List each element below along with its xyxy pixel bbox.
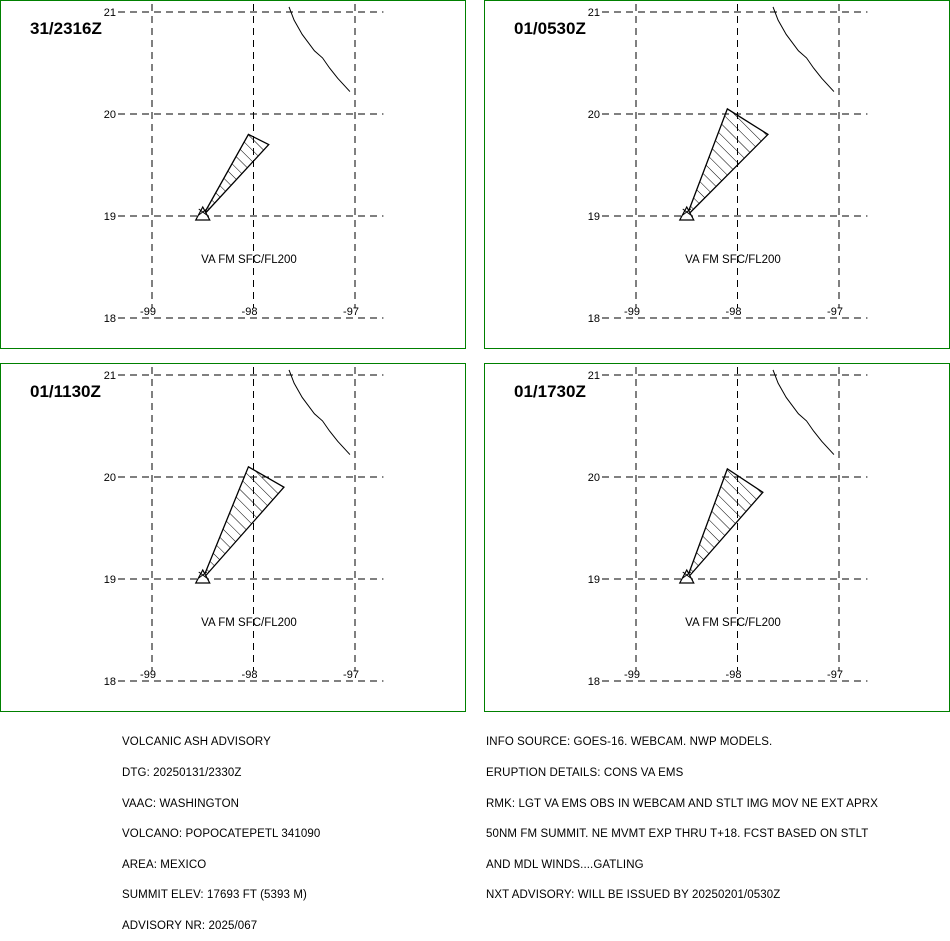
advisory-line: INFO SOURCE: GOES-16. WEBCAM. NWP MODELS… [486, 736, 773, 749]
latitude-tick-label: 19 [588, 211, 600, 223]
advisory-line: AREA: MEXICO [122, 858, 207, 871]
map-panel: 21 20 19 18 -99 -98 -97 01/0530Z VA FM SFC/FL200 [484, 0, 950, 349]
longitude-tick-label: -99 [624, 669, 640, 681]
latitude-tick-label: 19 [104, 574, 116, 586]
latitude-tick-label: 19 [588, 574, 600, 586]
longitude-tick-label: -98 [242, 669, 258, 681]
advisory-info-left: VOLCANIC ASH ADVISORY DTG: 20250131/2330… [122, 717, 320, 941]
coastline [772, 369, 835, 455]
latitude-tick-label: 18 [588, 676, 600, 688]
longitude-tick-label: -99 [140, 306, 156, 318]
advisory-line: 50NM FM SUMMIT. NE MVMT EXP THRU T+18. F… [486, 828, 869, 841]
map-panel: 21 20 19 18 -99 -98 -97 01/1130Z VA FM SFC/FL200 [0, 363, 466, 712]
longitude-tick-label: -97 [827, 306, 843, 318]
forecast-time-label: 01/1130Z [30, 382, 101, 401]
ash-level-label: VA FM SFC/FL200 [685, 254, 781, 266]
volcano-mark [198, 571, 208, 579]
ash-cloud-polygon [202, 133, 270, 217]
map-panel: 21 20 19 18 -99 -98 -97 31/2316Z VA FM SFC/FL200 [0, 0, 466, 349]
forecast-time-label: 01/0530Z [514, 19, 586, 38]
ash-level-label: VA FM SFC/FL200 [201, 254, 297, 266]
volcano-mark [682, 571, 692, 579]
volcano-mark [198, 208, 208, 216]
longitude-tick-label: -99 [140, 669, 156, 681]
latitude-tick-label: 18 [104, 313, 116, 325]
ash-cloud-polygon [686, 467, 764, 580]
longitude-tick-label: -99 [624, 306, 640, 318]
volcano-triangle-icon [678, 205, 695, 221]
latitude-tick-label: 18 [104, 676, 116, 688]
advisory-info-right: INFO SOURCE: GOES-16. WEBCAM. NWP MODELS… [486, 717, 878, 911]
advisory-line: ERUPTION DETAILS: CONS VA EMS [486, 767, 684, 779]
latitude-tick-label: 18 [588, 313, 600, 325]
latitude-tick-label: 21 [588, 370, 600, 382]
advisory-line: AND MDL WINDS....GATLING [486, 858, 644, 871]
forecast-time-label: 01/1730Z [514, 382, 586, 401]
advisory-line: VOLCANO: POPOCATEPETL 341090 [122, 828, 321, 841]
advisory-line: VOLCANIC ASH ADVISORY [122, 736, 271, 749]
latitude-tick-label: 20 [104, 109, 116, 121]
longitude-tick-label: -97 [343, 669, 359, 681]
volcano-triangle-icon [678, 568, 695, 584]
ash-cloud-polygon [686, 107, 769, 217]
longitude-tick-label: -98 [726, 306, 742, 318]
coastline [772, 6, 835, 92]
forecast-time-label: 31/2316Z [30, 19, 102, 38]
volcano-triangle-icon [194, 205, 211, 221]
longitude-tick-label: -97 [827, 669, 843, 681]
advisory-line: ADVISORY NR: 2025/067 [122, 919, 258, 932]
advisory-line: VAAC: WASHINGTON [122, 797, 240, 810]
longitude-tick-label: -97 [343, 306, 359, 318]
advisory-line: NXT ADVISORY: WILL BE ISSUED BY 20250201… [486, 889, 781, 902]
latitude-tick-label: 21 [104, 7, 116, 19]
advisory-line: SUMMIT ELEV: 17693 FT (5393 M) [122, 889, 307, 902]
ash-level-label: VA FM SFC/FL200 [685, 617, 781, 629]
ash-level-label: VA FM SFC/FL200 [201, 617, 297, 629]
coastline [288, 369, 351, 455]
map-panel: 21 20 19 18 -99 -98 -97 01/1730Z VA FM SFC/FL200 [484, 363, 950, 712]
latitude-tick-label: 19 [104, 211, 116, 223]
latitude-tick-label: 20 [104, 472, 116, 484]
latitude-tick-label: 20 [588, 109, 600, 121]
latitude-tick-label: 20 [588, 472, 600, 484]
volcano-mark [682, 208, 692, 216]
advisory-line: RMK: LGT VA EMS OBS IN WEBCAM AND STLT I… [486, 797, 878, 810]
coastline [288, 6, 351, 92]
latitude-tick-label: 21 [104, 370, 116, 382]
advisory-line: DTG: 20250131/2330Z [122, 767, 242, 779]
longitude-tick-label: -98 [242, 306, 258, 318]
longitude-tick-label: -98 [726, 669, 742, 681]
volcano-triangle-icon [194, 568, 211, 584]
ash-cloud-polygon [202, 465, 285, 580]
volcanic-ash-forecast-maps: 21 20 19 18 -99 -98 -97 31/2316Z VA FM SFC/FL200… [0, 0, 950, 712]
latitude-tick-label: 21 [588, 7, 600, 19]
